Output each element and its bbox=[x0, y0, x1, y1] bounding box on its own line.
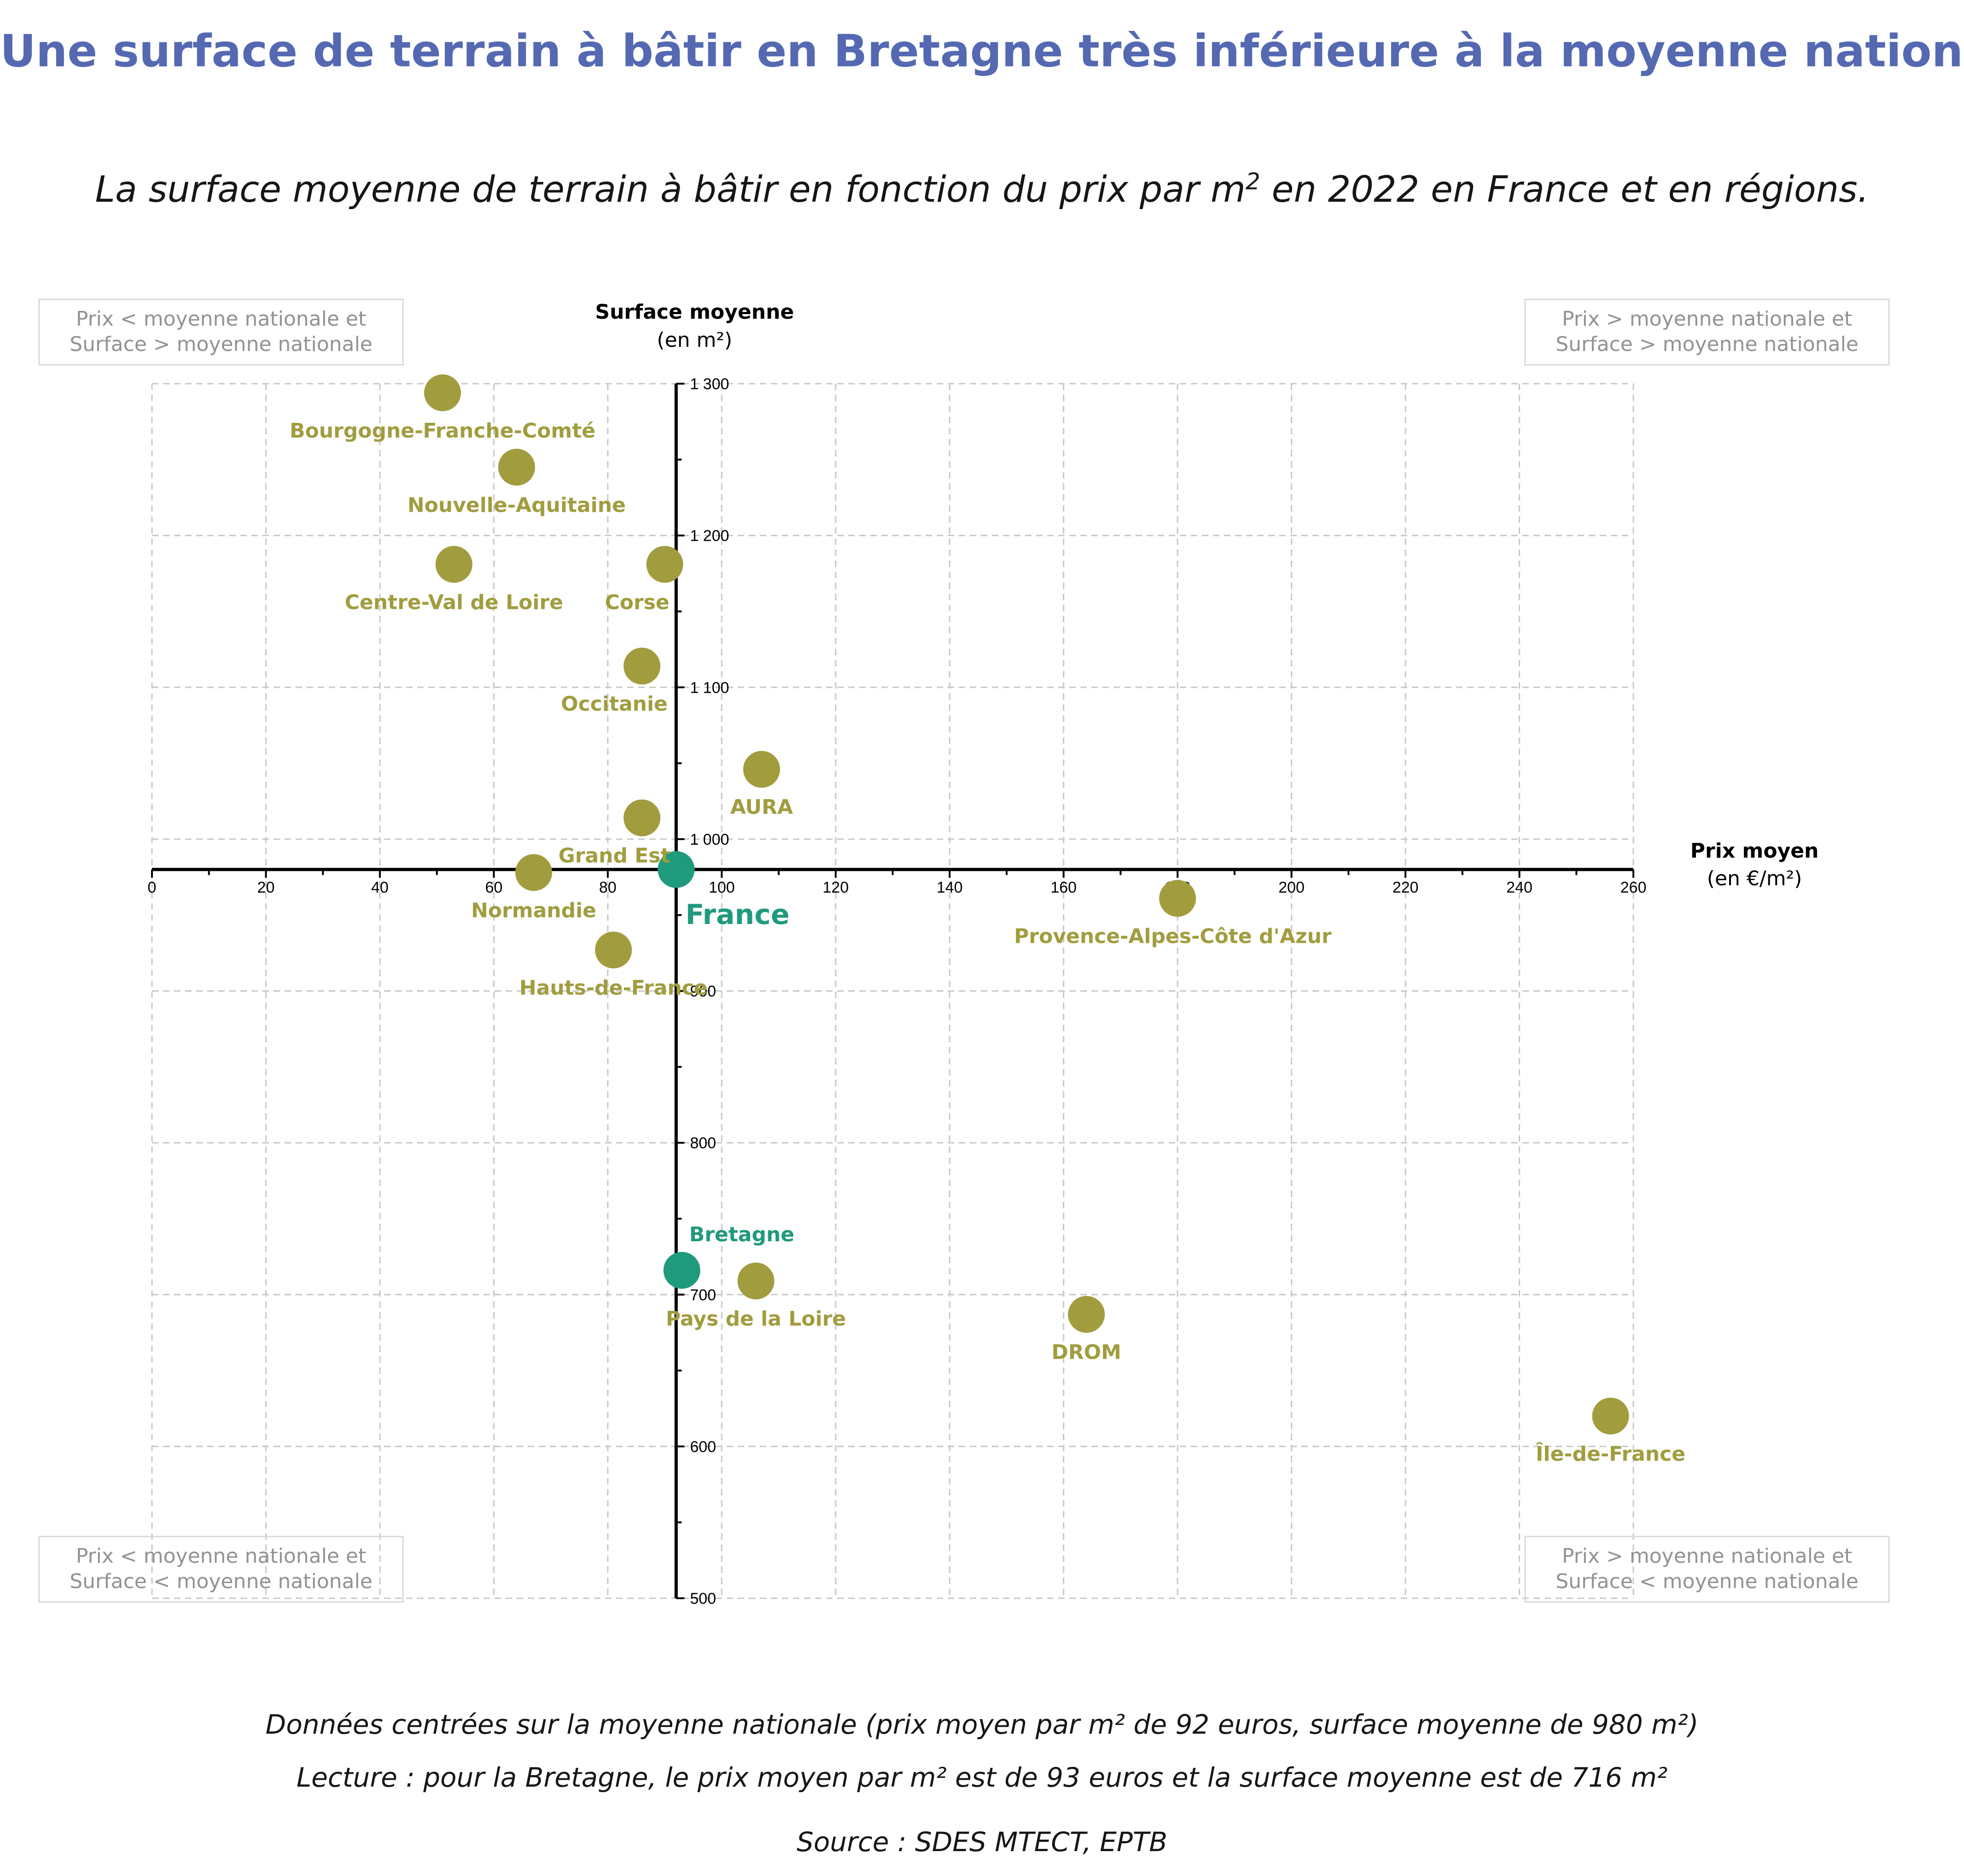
footnote-centering: Données centrées sur la moyenne national… bbox=[265, 1709, 1699, 1740]
subtitle-text: La surface moyenne de terrain à bâtir en… bbox=[95, 169, 1246, 210]
quadrant-box-border bbox=[38, 298, 404, 366]
data-point bbox=[435, 546, 472, 583]
point-label: Pays de la Loire bbox=[666, 1307, 846, 1331]
quadrant-text-line: Prix > moyenne nationale et bbox=[1562, 307, 1852, 331]
y-axis-title-unit: (en m²) bbox=[657, 328, 732, 352]
chart-title: Une surface de terrain à bâtir en Bretag… bbox=[0, 25, 1964, 77]
y-axis-title-main: Surface moyenne bbox=[595, 300, 794, 324]
y-tick-label: 1 300 bbox=[690, 375, 729, 393]
footnote-source: Source : SDES MTECT, EPTB bbox=[796, 1826, 1168, 1858]
axis-titles: Surface moyenne (en m²) Prix moyen (en €/m²… bbox=[595, 300, 1818, 890]
x-tick-label: 200 bbox=[1278, 879, 1305, 896]
y-tick-label: 500 bbox=[690, 1590, 716, 1607]
chart-subtitle: La surface moyenne de terrain à bâtir en… bbox=[0, 168, 1964, 210]
data-point bbox=[646, 546, 683, 583]
y-axis-title: Surface moyenne (en m²) bbox=[595, 300, 794, 352]
x-tick-label: 260 bbox=[1620, 879, 1647, 896]
quadrant-text-line: Surface > moyenne nationale bbox=[1556, 333, 1859, 356]
quadrant-text-line: Prix < moyenne nationale et bbox=[76, 307, 366, 331]
point-label: Corse bbox=[605, 590, 669, 614]
footnote-reading: Lecture : pour la Bretagne, le prix moye… bbox=[296, 1762, 1668, 1793]
quadrant-text-line: Surface < moyenne nationale bbox=[1556, 1570, 1859, 1593]
data-point bbox=[663, 1252, 700, 1289]
data-point bbox=[424, 374, 461, 411]
point-label: Bourgogne-Franche-Comté bbox=[290, 419, 595, 443]
grid-lines bbox=[151, 383, 1634, 1599]
y-tick-label: 900 bbox=[690, 983, 716, 1000]
axes bbox=[151, 383, 1634, 1599]
x-axis-title-main: Prix moyen bbox=[1690, 839, 1819, 863]
point-label: Île-de-France bbox=[1536, 1441, 1685, 1466]
data-point bbox=[743, 751, 780, 788]
x-tick-label: 220 bbox=[1393, 879, 1419, 896]
point-label: Nouvelle-Aquitaine bbox=[408, 493, 626, 517]
data-point bbox=[515, 854, 552, 891]
point-label: DROM bbox=[1051, 1341, 1121, 1364]
x-tick-label: 100 bbox=[709, 879, 735, 896]
data-point bbox=[498, 449, 535, 486]
x-tick-label: 120 bbox=[822, 879, 849, 896]
point-label: Provence-Alpes-Côte d'Azur bbox=[1014, 924, 1332, 948]
y-tick-label: 800 bbox=[690, 1134, 716, 1152]
data-point bbox=[1159, 880, 1196, 917]
quadrant-text-line: Surface > moyenne nationale bbox=[70, 333, 373, 356]
quadrant-text-line: Surface < moyenne nationale bbox=[70, 1570, 373, 1593]
point-labels: Bourgogne-Franche-Comté Nouvelle-Aquitain… bbox=[290, 419, 1685, 1466]
quadrant-box-border bbox=[38, 1536, 404, 1603]
subtitle-superscript: 2 bbox=[1245, 168, 1260, 195]
subtitle-end: en 2022 en France et en régions. bbox=[1260, 169, 1869, 210]
data-point bbox=[624, 799, 661, 836]
x-axis-title-unit: (en €/m²) bbox=[1707, 867, 1802, 890]
y-tick-label: 700 bbox=[690, 1286, 716, 1304]
point-label: Bretagne bbox=[689, 1223, 794, 1246]
data-point bbox=[658, 851, 695, 888]
point-label: Hauts-de-France bbox=[519, 976, 708, 1000]
data-point bbox=[595, 931, 632, 969]
point-label: Grand Est bbox=[559, 844, 670, 868]
quadrant-box-border bbox=[1524, 298, 1890, 366]
data-point bbox=[1068, 1296, 1105, 1333]
point-label: Occitanie bbox=[561, 692, 668, 716]
tick-labels: 0204060801001201401601802002202402605006… bbox=[148, 375, 1647, 1607]
point-label: AURA bbox=[730, 795, 793, 819]
x-tick-label: 40 bbox=[371, 879, 389, 896]
x-tick-label: 140 bbox=[937, 879, 963, 896]
x-tick-label: 160 bbox=[1050, 879, 1077, 896]
quadrant-box-border bbox=[1524, 1536, 1890, 1603]
x-tick-label: 80 bbox=[599, 879, 617, 896]
point-label: France bbox=[685, 899, 789, 931]
y-tick-label: 1 200 bbox=[690, 527, 729, 545]
quadrant-text-line: Prix < moyenne nationale et bbox=[76, 1544, 366, 1568]
y-tick-label: 1 000 bbox=[690, 831, 729, 848]
data-points bbox=[424, 374, 1629, 1435]
data-point bbox=[737, 1262, 775, 1300]
y-tick-label: 600 bbox=[690, 1438, 716, 1455]
x-tick-label: 20 bbox=[257, 879, 275, 896]
data-point bbox=[624, 648, 661, 685]
point-label: Normandie bbox=[471, 899, 596, 922]
quadrant-text-line: Prix > moyenne nationale et bbox=[1562, 1544, 1852, 1568]
x-tick-label: 60 bbox=[485, 879, 502, 896]
x-tick-label: 240 bbox=[1506, 879, 1533, 896]
y-tick-label: 1 100 bbox=[690, 679, 729, 696]
point-label: Centre-Val de Loire bbox=[345, 590, 563, 614]
data-point bbox=[1592, 1397, 1629, 1435]
x-tick-label: 0 bbox=[148, 879, 157, 896]
x-axis-title: Prix moyen (en €/m²) bbox=[1690, 839, 1819, 890]
